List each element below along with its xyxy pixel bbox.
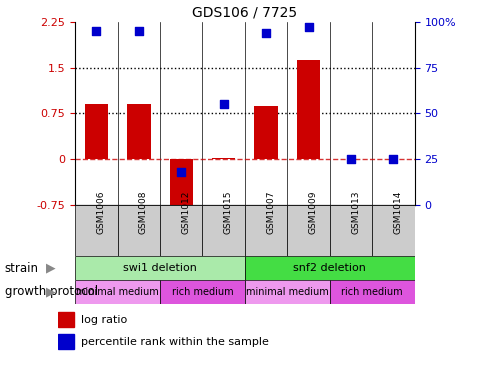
- Text: minimal medium: minimal medium: [76, 287, 159, 297]
- Point: [92, 28, 100, 34]
- Text: growth protocol: growth protocol: [5, 285, 98, 298]
- Point: [347, 156, 354, 162]
- Text: minimal medium: minimal medium: [245, 287, 328, 297]
- Bar: [160, 280, 244, 304]
- Text: GSM1009: GSM1009: [308, 191, 317, 234]
- Bar: [75, 205, 117, 256]
- Point: [389, 156, 396, 162]
- Text: ▶: ▶: [46, 285, 56, 298]
- Bar: [244, 280, 329, 304]
- Bar: [287, 205, 329, 256]
- Text: GSM1013: GSM1013: [350, 191, 359, 234]
- Bar: [296, 60, 319, 159]
- Bar: [75, 280, 160, 304]
- Bar: [202, 205, 244, 256]
- Bar: [85, 104, 108, 159]
- Bar: [127, 104, 150, 159]
- Text: rich medium: rich medium: [171, 287, 233, 297]
- Text: percentile rank within the sample: percentile rank within the sample: [81, 337, 269, 347]
- Text: GSM1012: GSM1012: [181, 191, 190, 234]
- Text: snf2 deletion: snf2 deletion: [293, 263, 365, 273]
- Text: log ratio: log ratio: [81, 315, 127, 325]
- Bar: [244, 256, 414, 280]
- Bar: [160, 205, 202, 256]
- Text: rich medium: rich medium: [341, 287, 402, 297]
- Text: GSM1008: GSM1008: [138, 191, 148, 234]
- Text: GSM1014: GSM1014: [393, 191, 402, 234]
- Text: swi1 deletion: swi1 deletion: [123, 263, 197, 273]
- Bar: [169, 159, 193, 214]
- Bar: [75, 256, 244, 280]
- Point: [219, 101, 227, 107]
- Bar: [58, 312, 74, 327]
- Point: [262, 30, 270, 36]
- Bar: [117, 205, 160, 256]
- Text: strain: strain: [5, 262, 39, 274]
- Text: GSM1007: GSM1007: [266, 191, 274, 234]
- Bar: [58, 334, 74, 349]
- Bar: [329, 205, 372, 256]
- Point: [135, 28, 142, 34]
- Bar: [372, 205, 414, 256]
- Text: GSM1006: GSM1006: [96, 191, 105, 234]
- Bar: [212, 158, 235, 159]
- Text: GSM1015: GSM1015: [223, 191, 232, 234]
- Bar: [329, 280, 414, 304]
- Bar: [244, 205, 287, 256]
- Title: GDS106 / 7725: GDS106 / 7725: [192, 5, 297, 19]
- Point: [177, 169, 185, 175]
- Bar: [254, 106, 277, 159]
- Text: ▶: ▶: [46, 262, 56, 274]
- Point: [304, 25, 312, 30]
